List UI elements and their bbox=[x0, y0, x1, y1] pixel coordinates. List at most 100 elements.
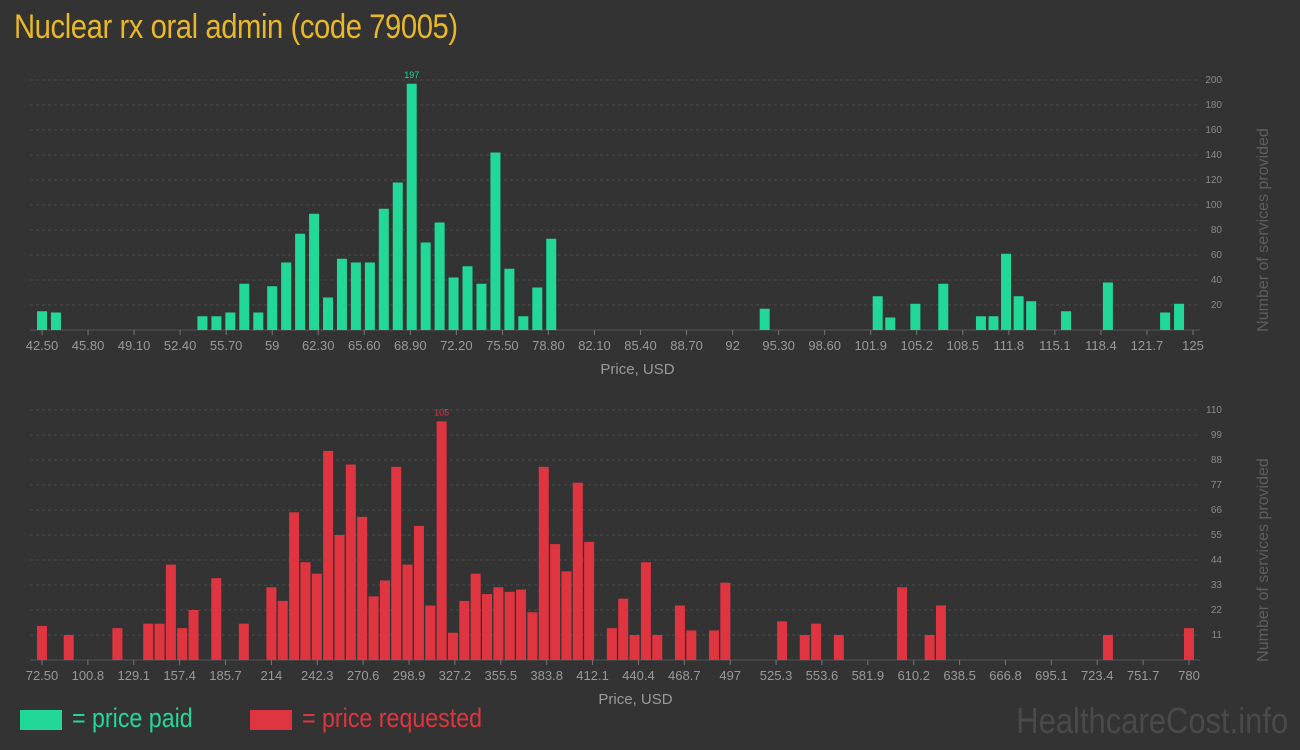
bar bbox=[720, 582, 731, 660]
x-tick-label: 62.30 bbox=[302, 338, 335, 353]
bar bbox=[897, 587, 908, 660]
y-tick-label: 33 bbox=[1211, 580, 1223, 591]
x-tick-label: 214 bbox=[261, 668, 283, 683]
x-axis-label: Price, USD bbox=[600, 361, 674, 378]
x-tick-label: 59 bbox=[265, 338, 279, 353]
x-tick-label: 42.50 bbox=[26, 338, 59, 353]
y-tick-label: 55 bbox=[1211, 530, 1223, 541]
bar bbox=[490, 152, 501, 330]
bar bbox=[629, 635, 640, 660]
bar bbox=[267, 286, 278, 330]
x-tick-label: 468.7 bbox=[668, 668, 701, 683]
x-tick-label: 78.80 bbox=[532, 338, 565, 353]
x-tick-label: 115.1 bbox=[1039, 338, 1071, 353]
y-tick-label: 80 bbox=[1211, 225, 1223, 236]
x-tick-label: 355.5 bbox=[485, 668, 518, 683]
x-tick-label: 129.1 bbox=[117, 668, 150, 683]
bar bbox=[799, 635, 810, 660]
bar bbox=[447, 632, 458, 660]
x-tick-label: 98.60 bbox=[808, 338, 841, 353]
bar bbox=[289, 512, 300, 660]
y-tick-label: 40 bbox=[1211, 275, 1223, 286]
bar bbox=[1001, 253, 1012, 330]
x-tick-label: 105.2 bbox=[900, 338, 933, 353]
bar bbox=[334, 535, 345, 660]
legend-swatch-requested bbox=[250, 710, 292, 730]
bar bbox=[63, 635, 74, 660]
x-tick-label: 638.5 bbox=[943, 668, 976, 683]
price-paid-chart: 20 40 60 80 100 120 140 160 180 200 197 42.50 45.80 4… bbox=[26, 70, 1272, 378]
bar bbox=[584, 541, 595, 660]
watermark: HealthcareCost.info bbox=[1016, 700, 1288, 741]
bar bbox=[1160, 312, 1171, 330]
y-tick-label: 88 bbox=[1211, 455, 1223, 466]
x-tick-label: 121.7 bbox=[1131, 338, 1164, 353]
bar bbox=[406, 83, 417, 330]
bar bbox=[493, 587, 504, 660]
bar bbox=[413, 525, 424, 660]
x-tick-label: 88.70 bbox=[670, 338, 703, 353]
y-tick-label: 140 bbox=[1205, 150, 1222, 161]
x-tick-label: 666.8 bbox=[989, 668, 1022, 683]
bar bbox=[759, 308, 770, 330]
y-tick-label: 22 bbox=[1211, 605, 1223, 616]
x-tick-label: 55.70 bbox=[210, 338, 243, 353]
bar bbox=[350, 262, 361, 330]
bar bbox=[436, 421, 447, 660]
bar bbox=[211, 578, 222, 660]
bar bbox=[239, 283, 250, 330]
bar bbox=[368, 596, 379, 660]
bar bbox=[516, 589, 527, 660]
bar bbox=[177, 628, 188, 660]
x-tick-label: 412.1 bbox=[576, 668, 609, 683]
bar bbox=[640, 562, 651, 660]
legend-label-requested: = price requested bbox=[302, 703, 483, 733]
bar bbox=[154, 623, 165, 660]
x-tick-label: 780 bbox=[1178, 668, 1200, 683]
bar bbox=[37, 311, 47, 330]
bar bbox=[357, 516, 368, 660]
x-tick-label: 157.4 bbox=[163, 668, 196, 683]
bar bbox=[197, 316, 208, 330]
y-axis-label: Number of services provided bbox=[1255, 128, 1272, 332]
x-tick-label: 525.3 bbox=[760, 668, 793, 683]
y-tick-label: 44 bbox=[1211, 555, 1223, 566]
bar bbox=[833, 635, 844, 660]
bar bbox=[37, 625, 47, 660]
bar bbox=[1184, 628, 1194, 660]
x-tick-label: 75.50 bbox=[486, 338, 519, 353]
x-tick-label: 581.9 bbox=[852, 668, 885, 683]
x-tick-label: 100.8 bbox=[72, 668, 105, 683]
x-tick-label: 111.8 bbox=[994, 338, 1025, 353]
y-tick-label: 120 bbox=[1205, 175, 1222, 186]
y-tick-label: 20 bbox=[1211, 300, 1223, 311]
bar bbox=[546, 238, 557, 330]
price-requested-chart: 11 22 33 44 55 66 77 88 99 110 105 72.50 100.8 129.1 1… bbox=[26, 405, 1272, 708]
max-value-label: 197 bbox=[404, 70, 419, 80]
bar bbox=[238, 623, 249, 660]
y-tick-label: 100 bbox=[1205, 200, 1222, 211]
x-tick-label: 751.7 bbox=[1127, 668, 1160, 683]
x-tick-label: 85.40 bbox=[624, 338, 657, 353]
x-tick-label: 270.6 bbox=[347, 668, 380, 683]
x-tick-label: 723.4 bbox=[1081, 668, 1114, 683]
y-tick-label: 160 bbox=[1205, 125, 1222, 136]
x-tick-label: 610.2 bbox=[897, 668, 930, 683]
bar bbox=[476, 283, 487, 330]
bar bbox=[938, 283, 949, 330]
bar bbox=[1102, 282, 1113, 330]
bar bbox=[434, 222, 445, 330]
x-tick-label: 298.9 bbox=[393, 668, 426, 683]
bar bbox=[618, 598, 629, 660]
x-tick-label: 52.40 bbox=[164, 338, 197, 353]
bar bbox=[311, 573, 322, 660]
bar bbox=[532, 287, 543, 330]
bar bbox=[266, 587, 277, 660]
y-tick-label: 11 bbox=[1212, 630, 1223, 641]
y-tick-label: 180 bbox=[1205, 100, 1222, 111]
page-title: Nuclear rx oral admin (code 79005) bbox=[14, 8, 458, 46]
bar bbox=[572, 482, 583, 660]
bar bbox=[211, 316, 222, 330]
bar bbox=[402, 564, 413, 660]
bar bbox=[910, 303, 921, 330]
